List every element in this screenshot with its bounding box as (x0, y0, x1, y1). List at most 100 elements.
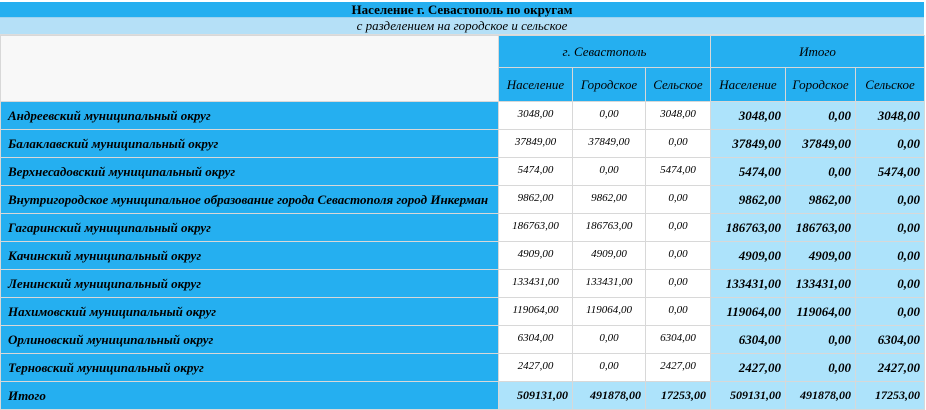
value-cell: 6304,00 (645, 325, 711, 354)
pivot-table: г. Севастополь Итого Население Городское С… (0, 35, 926, 410)
report-subtitle: с разделением на городское и сельское (0, 18, 924, 35)
value-cell: 186763,00 (785, 213, 856, 242)
value-cell: 3048,00 (710, 101, 786, 130)
value-cell: 119064,00 (710, 297, 786, 326)
row-label: Орлиновский муниципальный округ (0, 325, 499, 354)
row-label: Нахимовский муниципальный округ (0, 297, 499, 326)
column-header: Население (710, 67, 786, 102)
value-cell: 5474,00 (645, 157, 711, 186)
table-row: Орлиновский муниципальный округ 6304,00 0,… (0, 325, 926, 354)
value-cell: 4909,00 (710, 241, 786, 270)
table-row: Ленинский муниципальный округ 133431,00 13… (0, 269, 926, 298)
table-row: Андреевский муниципальный округ 3048,00 0,… (0, 101, 926, 130)
value-cell: 0,00 (785, 101, 856, 130)
total-cell: 491878,00 (572, 381, 646, 410)
value-cell: 186763,00 (498, 213, 573, 242)
value-cell: 133431,00 (498, 269, 573, 298)
row-label: Внутригородское муниципальное образовани… (0, 185, 499, 214)
value-cell: 0,00 (854, 241, 926, 270)
value-cell: 2427,00 (498, 353, 573, 382)
value-cell: 133431,00 (710, 269, 786, 298)
table-row: Нахимовский муниципальный округ 119064,00… (0, 297, 926, 326)
value-cell: 6304,00 (498, 325, 573, 354)
value-cell: 4909,00 (785, 241, 856, 270)
total-cell: 509131,00 (710, 381, 786, 410)
value-cell: 0,00 (785, 157, 856, 186)
value-cell: 2427,00 (710, 353, 786, 382)
table-row: Качинский муниципальный округ 4909,00 4909… (0, 241, 926, 270)
value-cell: 0,00 (572, 325, 646, 354)
total-cell: 17253,00 (645, 381, 711, 410)
value-cell: 4909,00 (498, 241, 573, 270)
value-cell: 0,00 (645, 185, 711, 214)
column-header: Городское (572, 67, 646, 102)
value-cell: 119064,00 (498, 297, 573, 326)
value-cell: 186763,00 (710, 213, 786, 242)
total-cell: 491878,00 (785, 381, 856, 410)
value-cell: 9862,00 (572, 185, 646, 214)
value-cell: 0,00 (645, 297, 711, 326)
column-header: Сельское (854, 67, 926, 102)
value-cell: 5474,00 (710, 157, 786, 186)
value-cell: 0,00 (785, 325, 856, 354)
corner-cell (0, 35, 499, 102)
value-cell: 0,00 (645, 269, 711, 298)
value-cell: 0,00 (854, 213, 926, 242)
value-cell: 0,00 (785, 353, 856, 382)
value-cell: 37849,00 (785, 129, 856, 158)
value-cell: 0,00 (572, 101, 646, 130)
table-row: Гагаринский муниципальный округ 186763,00… (0, 213, 926, 242)
value-cell: 9862,00 (710, 185, 786, 214)
row-label: Ленинский муниципальный округ (0, 269, 499, 298)
table-row: Терновский муниципальный округ 2427,00 0,0… (0, 353, 926, 382)
row-label: Качинский муниципальный округ (0, 241, 499, 270)
table-row: Внутригородское муниципальное образовани… (0, 185, 926, 214)
table-row: Верхнесадовский муниципальный округ 5474,… (0, 157, 926, 186)
value-cell: 5474,00 (498, 157, 573, 186)
value-cell: 133431,00 (572, 269, 646, 298)
total-cell: 509131,00 (498, 381, 573, 410)
group-header: г. Севастополь (498, 35, 711, 68)
value-cell: 119064,00 (785, 297, 856, 326)
total-label: Итого (0, 381, 499, 410)
total-row: Итого 509131,00 491878,00 17253,00 509131,00… (0, 381, 926, 410)
value-cell: 3048,00 (854, 101, 926, 130)
value-cell: 37849,00 (498, 129, 573, 158)
report-title: Население г. Севастополь по округам (0, 2, 924, 18)
value-cell: 0,00 (645, 213, 711, 242)
value-cell: 4909,00 (572, 241, 646, 270)
row-label: Андреевский муниципальный округ (0, 101, 499, 130)
column-header: Сельское (645, 67, 711, 102)
value-cell: 3048,00 (645, 101, 711, 130)
table-row: Балаклавский муниципальный округ 37849,00… (0, 129, 926, 158)
value-cell: 0,00 (572, 353, 646, 382)
total-cell: 17253,00 (854, 381, 926, 410)
value-cell: 186763,00 (572, 213, 646, 242)
group-header: Итого (709, 35, 926, 68)
value-cell: 6304,00 (854, 325, 926, 354)
value-cell: 5474,00 (854, 157, 926, 186)
row-label: Верхнесадовский муниципальный округ (0, 157, 499, 186)
value-cell: 2427,00 (854, 353, 926, 382)
value-cell: 3048,00 (498, 101, 573, 130)
row-label: Балаклавский муниципальный округ (0, 129, 499, 158)
value-cell: 37849,00 (710, 129, 786, 158)
value-cell: 6304,00 (710, 325, 786, 354)
value-cell: 0,00 (854, 269, 926, 298)
column-header: Население (498, 67, 573, 102)
value-cell: 37849,00 (572, 129, 646, 158)
row-label: Гагаринский муниципальный округ (0, 213, 499, 242)
row-label: Терновский муниципальный округ (0, 353, 499, 382)
value-cell: 2427,00 (645, 353, 711, 382)
value-cell: 0,00 (854, 185, 926, 214)
column-header: Городское (785, 67, 856, 102)
value-cell: 0,00 (645, 241, 711, 270)
value-cell: 9862,00 (498, 185, 573, 214)
value-cell: 119064,00 (572, 297, 646, 326)
value-cell: 133431,00 (785, 269, 856, 298)
value-cell: 0,00 (645, 129, 711, 158)
value-cell: 0,00 (854, 297, 926, 326)
value-cell: 0,00 (854, 129, 926, 158)
value-cell: 0,00 (572, 157, 646, 186)
